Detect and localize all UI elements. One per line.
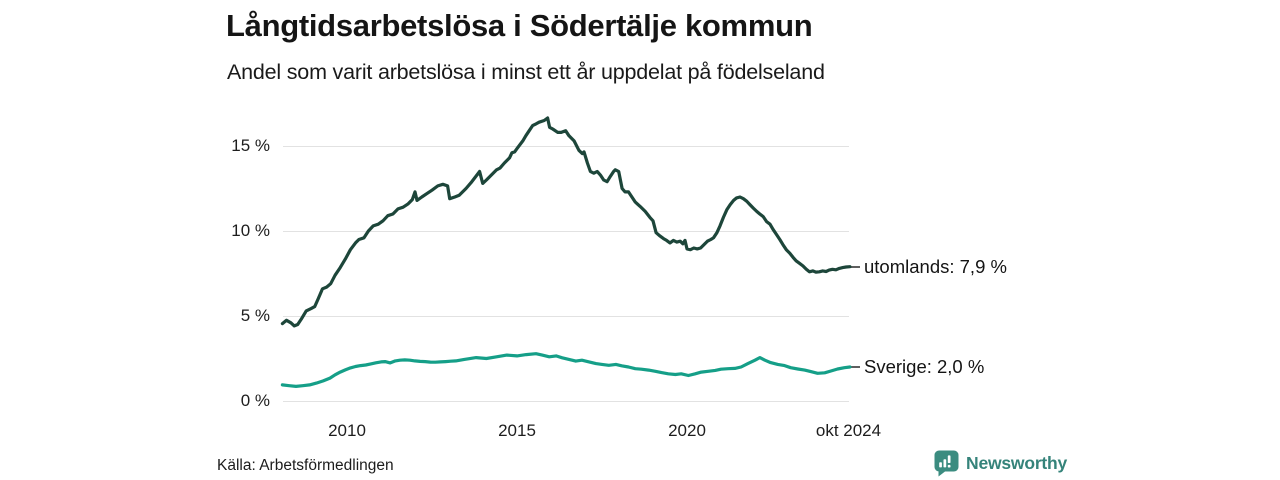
y-axis-label: 0 % [240,391,270,410]
y-axis-label: 5 % [240,306,270,325]
series-end-label-utomlands: utomlands: 7,9 % [864,255,1007,277]
gridline [283,230,849,232]
series-label-dash-sverige [851,366,860,368]
newsworthy-logo: Newsworthy [934,450,1067,477]
x-axis-label: okt 2024 [815,421,882,440]
x-axis-label: 2020 [668,421,706,440]
series-label-dash-utomlands [851,265,860,268]
newsworthy-wordmark: Newsworthy [966,453,1068,473]
x-axis-label: 2015 [498,421,536,440]
newsworthy-icon [934,450,959,477]
gridline [283,400,849,402]
series-end-label-sverige: Sverige: 2,0 % [864,356,985,377]
chart-subtitle: Andel som varit arbetslösa i minst ett å… [227,60,825,84]
source-note: Källa: Arbetsförmedlingen [217,457,394,474]
series-line-utomlands [280,116,852,328]
chart-title: Långtidsarbetslösa i Södertälje kommun [226,8,813,43]
gridline [283,145,849,147]
gridline [283,315,849,317]
series-line-sverige [280,352,852,388]
y-axis-label: 10 % [231,221,270,240]
y-axis-label: 15 % [231,136,270,155]
x-axis-label: 2010 [328,421,366,440]
